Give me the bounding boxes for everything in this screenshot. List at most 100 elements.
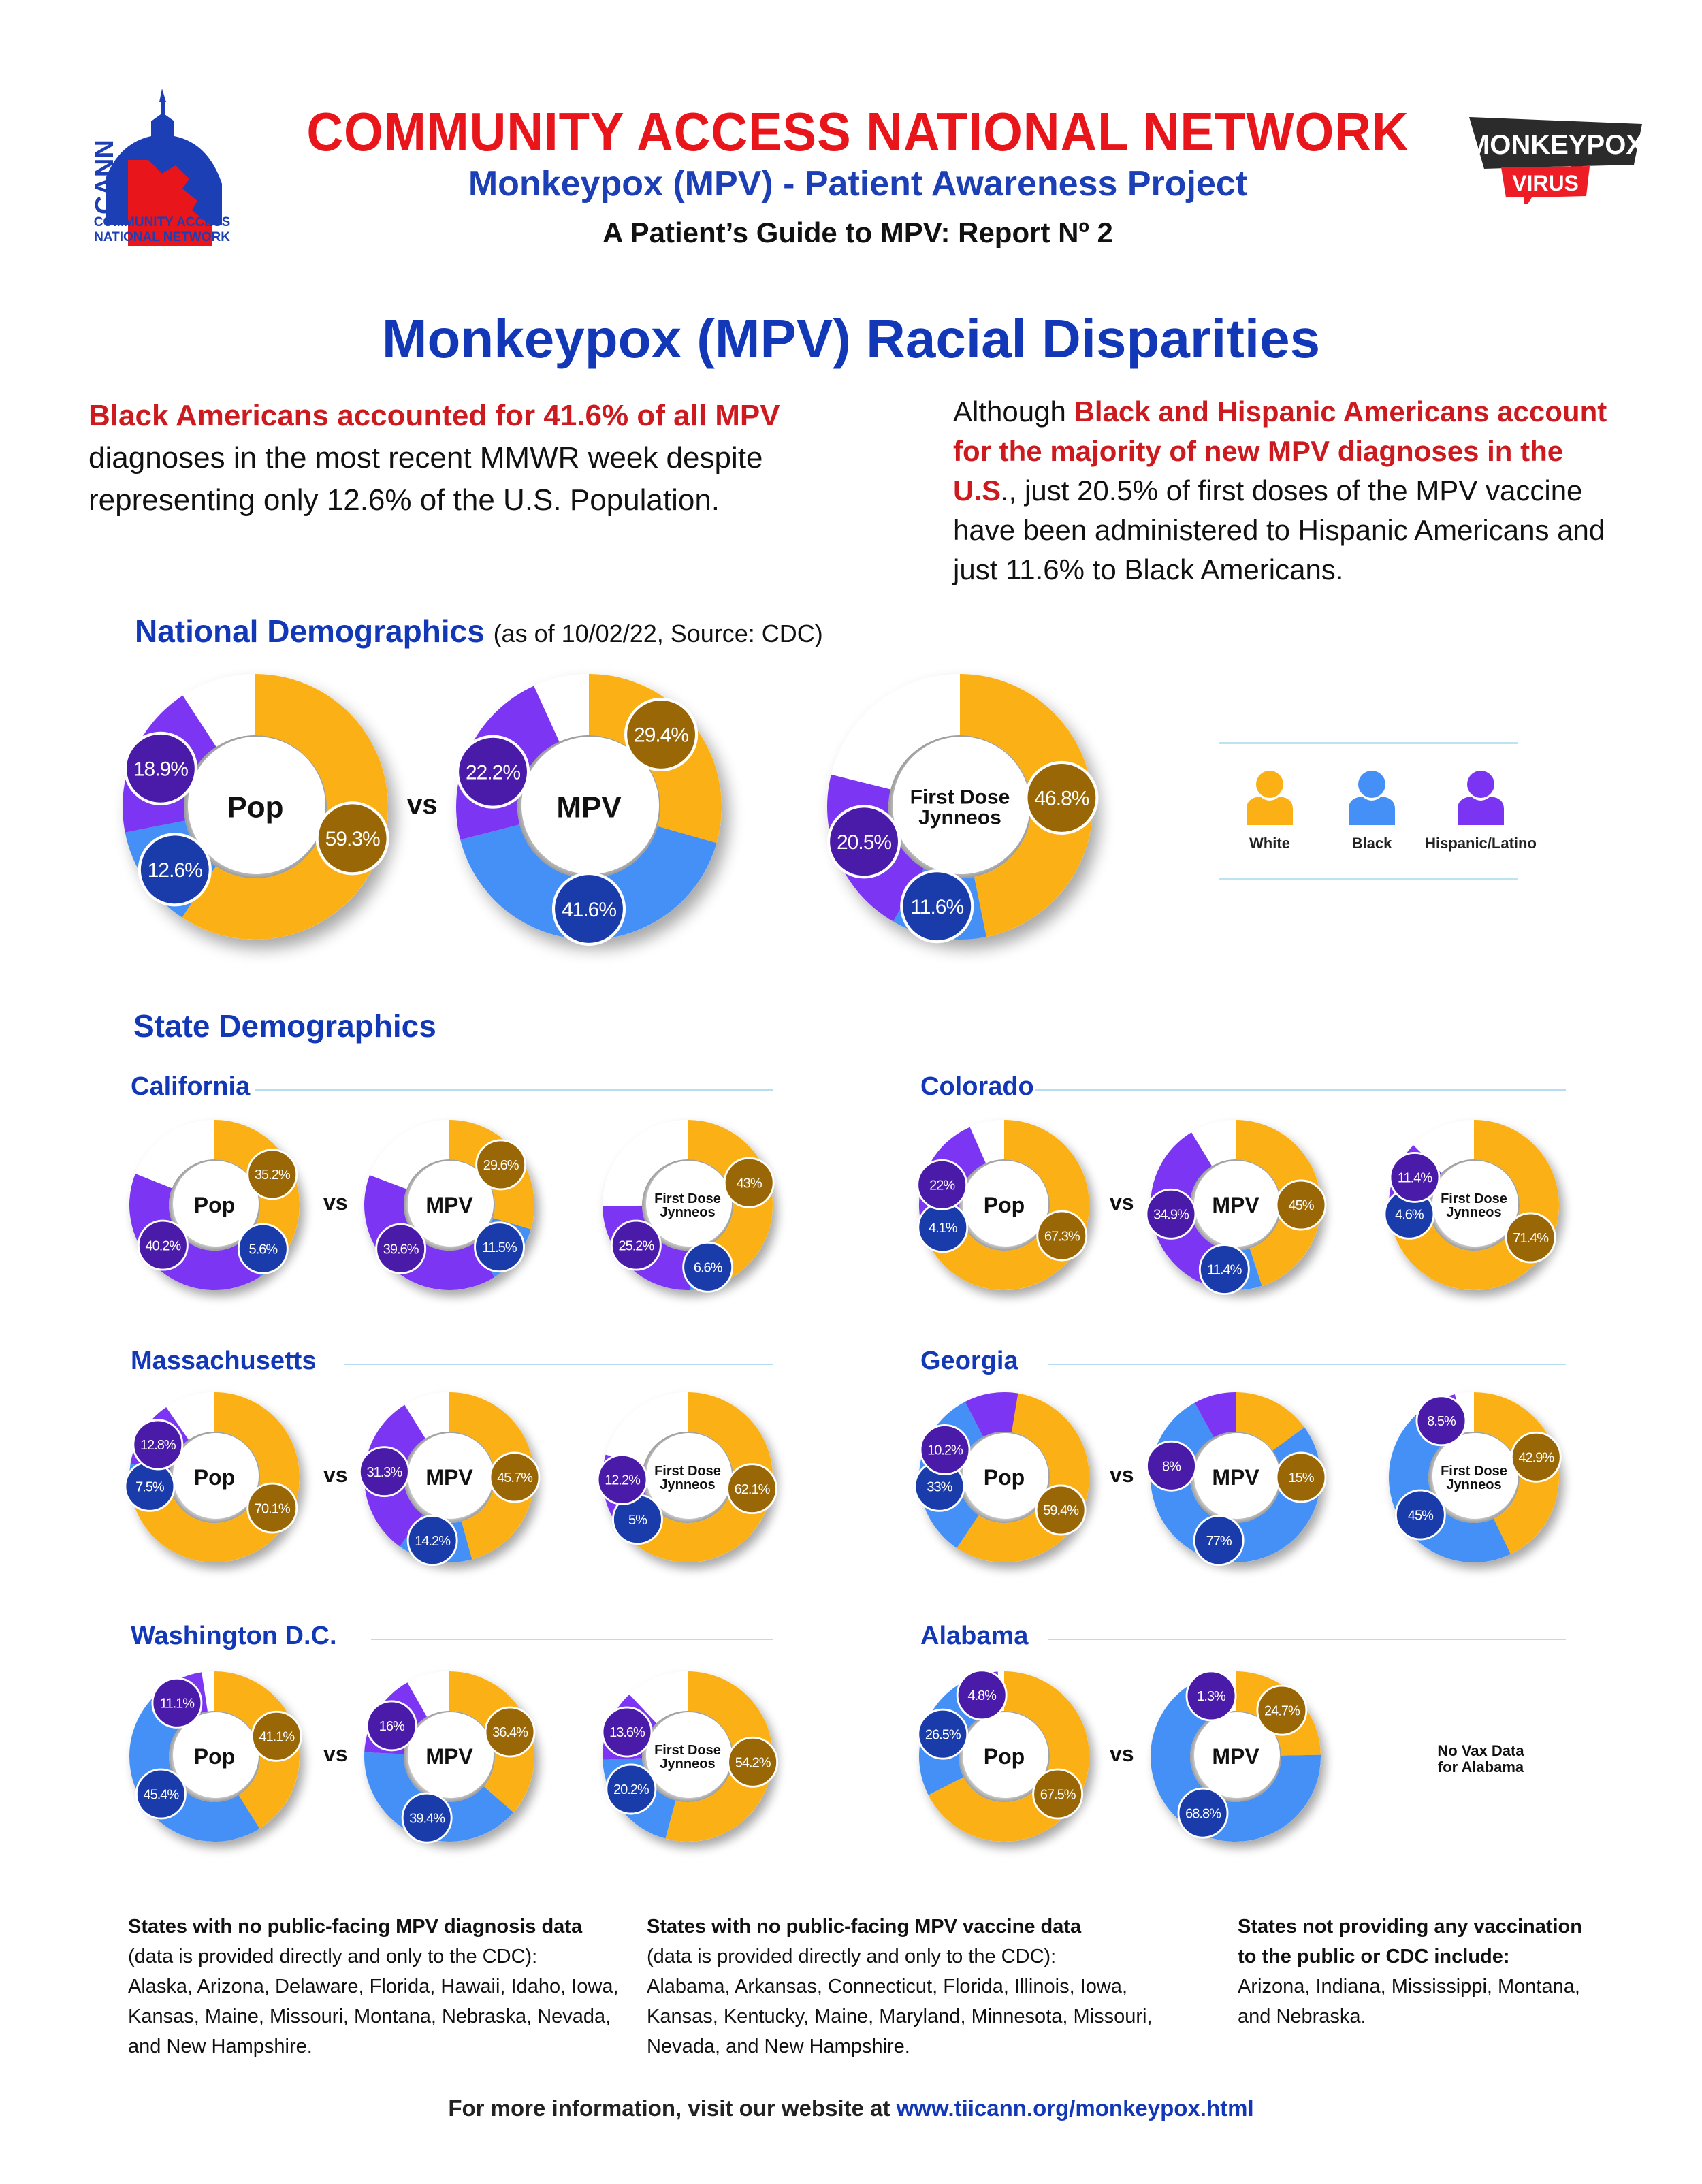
svg-text:77%: 77% bbox=[1206, 1534, 1232, 1549]
california-mpv-donut: MPV 29.6% 11.5% 39.6% bbox=[326, 1082, 573, 1332]
vs-label: vs bbox=[407, 790, 438, 820]
vs-label: vs bbox=[1110, 1462, 1134, 1487]
segment-white bbox=[628, 1392, 773, 1562]
segment-hispanic bbox=[1194, 1392, 1236, 1438]
value-badge-hispanic: 12.8% bbox=[132, 1419, 184, 1471]
california-pop-donut: Pop 35.2% 5.6% 40.2% bbox=[91, 1082, 338, 1332]
value-badge-black: 20.2% bbox=[605, 1763, 657, 1815]
svg-text:MPV: MPV bbox=[1212, 1193, 1259, 1217]
svg-text:First Dose: First Dose bbox=[910, 786, 1010, 809]
svg-text:11.4%: 11.4% bbox=[1398, 1171, 1432, 1186]
state-rule bbox=[1048, 1364, 1566, 1365]
legend-item-white: White bbox=[1212, 769, 1328, 852]
monkeypox-virus-badge: MONKEYPOX VIRUS bbox=[1464, 109, 1648, 208]
svg-text:39.6%: 39.6% bbox=[383, 1242, 419, 1257]
value-badge-white: 67.5% bbox=[1032, 1768, 1084, 1820]
svg-text:70.1%: 70.1% bbox=[255, 1501, 291, 1516]
segment-white bbox=[1236, 1120, 1321, 1286]
washington-d-c-pop-donut: Pop 41.1% 45.4% 11.1% bbox=[91, 1633, 338, 1883]
vs-label: vs bbox=[323, 1190, 348, 1215]
value-badge-black: 45.4% bbox=[135, 1768, 187, 1820]
value-badge-hispanic: 34.9% bbox=[1145, 1188, 1197, 1240]
svg-text:11.1%: 11.1% bbox=[160, 1697, 195, 1712]
cann-logo: CANN COMMUNITY ACCESS NATIONAL NETWORK bbox=[80, 82, 244, 252]
svg-text:12.2%: 12.2% bbox=[605, 1473, 641, 1488]
value-badge-hispanic: 8.5% bbox=[1415, 1395, 1467, 1447]
svg-text:CANN: CANN bbox=[91, 140, 119, 214]
svg-text:40.2%: 40.2% bbox=[145, 1238, 181, 1253]
massachusetts-pop-donut: Pop 70.1% 7.5% 12.8% bbox=[91, 1354, 338, 1604]
svg-text:6.6%: 6.6% bbox=[694, 1261, 723, 1276]
svg-text:33%: 33% bbox=[927, 1480, 952, 1495]
state-rule bbox=[371, 1639, 773, 1640]
national-pop-donut: Pop 59.3% 12.6% 18.9% bbox=[74, 625, 437, 992]
svg-text:34.9%: 34.9% bbox=[1153, 1208, 1189, 1223]
report-title: A Patient’s Guide to MPV: Report Nº 2 bbox=[603, 216, 1113, 248]
colorado-first-dose-donut: First Dose Jynneos 71.4% 4.6% 11.4% bbox=[1351, 1082, 1597, 1332]
value-badge-white: 54.2% bbox=[727, 1736, 779, 1788]
segment-white bbox=[960, 674, 1093, 937]
segment-hispanic bbox=[965, 1392, 1018, 1437]
value-badge-white: 15% bbox=[1275, 1451, 1327, 1503]
value-badge-black: 68.8% bbox=[1177, 1787, 1229, 1839]
value-badge-hispanic: 16% bbox=[366, 1700, 417, 1752]
svg-text:20.2%: 20.2% bbox=[613, 1782, 649, 1797]
svg-text:59.3%: 59.3% bbox=[325, 828, 380, 850]
vs-label: vs bbox=[323, 1462, 348, 1487]
state-title-colorado: Colorado bbox=[920, 1072, 1055, 1102]
svg-text:41.6%: 41.6% bbox=[562, 899, 616, 921]
intro-right-text: ., just 20.5% of first doses of the MPV … bbox=[953, 475, 1605, 585]
svg-text:First Dose: First Dose bbox=[654, 1464, 721, 1479]
svg-text:18.9%: 18.9% bbox=[133, 758, 188, 781]
value-badge-black: 12.6% bbox=[138, 833, 212, 907]
national-first-dose-donut: First Dose Jynneos 46.8% 11.6% 20.5% bbox=[778, 625, 1142, 992]
svg-text:Pop: Pop bbox=[194, 1193, 235, 1217]
value-badge-hispanic: 22% bbox=[916, 1159, 968, 1210]
value-badge-white: 45.7% bbox=[489, 1451, 541, 1503]
svg-text:Pop: Pop bbox=[194, 1744, 235, 1769]
person-icon bbox=[1247, 771, 1293, 825]
value-badge-white: 36.4% bbox=[484, 1706, 536, 1758]
intro-right: Although Black and Hispanic Americans ac… bbox=[953, 396, 1607, 585]
svg-text:31.3%: 31.3% bbox=[367, 1465, 403, 1480]
value-badge-white: 71.4% bbox=[1505, 1212, 1556, 1264]
svg-text:54.2%: 54.2% bbox=[735, 1756, 771, 1771]
legend: White Black Hispanic/Latino bbox=[1219, 742, 1537, 880]
logo-caption-line2: NATIONAL NETWORK bbox=[94, 230, 230, 244]
svg-text:MPV: MPV bbox=[1212, 1744, 1259, 1769]
value-badge-black: 11.4% bbox=[1198, 1244, 1250, 1295]
footer-no-diagnosis-data: States with no public-facing MPV diagnos… bbox=[128, 1916, 619, 2057]
svg-text:10.2%: 10.2% bbox=[927, 1443, 963, 1458]
capitol-dome-icon: CANN bbox=[91, 89, 222, 246]
svg-text:12.8%: 12.8% bbox=[140, 1438, 176, 1453]
value-badge-white: 42.9% bbox=[1510, 1431, 1562, 1483]
svg-text:MPV: MPV bbox=[426, 1744, 473, 1769]
value-badge-hispanic: 25.2% bbox=[610, 1219, 662, 1271]
value-badge-hispanic: 11.4% bbox=[1389, 1151, 1441, 1203]
svg-text:Jynneos: Jynneos bbox=[660, 1756, 715, 1771]
legend-item-hispanic-latino: Hispanic/Latino bbox=[1423, 769, 1539, 852]
value-badge-black: 26.5% bbox=[917, 1708, 969, 1760]
intro-left-highlight: Black Americans accounted for 41.6% of a… bbox=[89, 399, 780, 432]
value-badge-white: 29.4% bbox=[624, 697, 699, 772]
website-link[interactable]: www.tiicann.org/monkeypox.html bbox=[896, 2095, 1254, 2121]
svg-text:MPV: MPV bbox=[426, 1193, 473, 1217]
svg-text:71.4%: 71.4% bbox=[1513, 1231, 1549, 1246]
svg-text:Pop: Pop bbox=[984, 1744, 1025, 1769]
svg-text:36.4%: 36.4% bbox=[492, 1725, 528, 1740]
national-mpv-donut: MPV 29.4% 41.6% 22.2% bbox=[407, 625, 771, 992]
value-badge-white: 45% bbox=[1275, 1179, 1327, 1231]
value-badge-black: 14.2% bbox=[406, 1515, 458, 1567]
segment-white bbox=[214, 1671, 300, 1829]
svg-text:45.7%: 45.7% bbox=[497, 1471, 533, 1486]
value-badge-white: 35.2% bbox=[246, 1149, 298, 1200]
svg-text:20.5%: 20.5% bbox=[837, 831, 891, 854]
more-info: For more information, visit our website … bbox=[448, 2095, 1254, 2121]
svg-text:22.2%: 22.2% bbox=[466, 761, 520, 784]
state-rule bbox=[1048, 1639, 1566, 1640]
svg-text:5.6%: 5.6% bbox=[249, 1242, 278, 1257]
svg-text:11.6%: 11.6% bbox=[910, 896, 963, 918]
svg-text:First Dose: First Dose bbox=[654, 1743, 721, 1758]
logo-caption-line1: COMMUNITY ACCESS bbox=[93, 215, 231, 229]
svg-text:MPV: MPV bbox=[426, 1465, 473, 1490]
